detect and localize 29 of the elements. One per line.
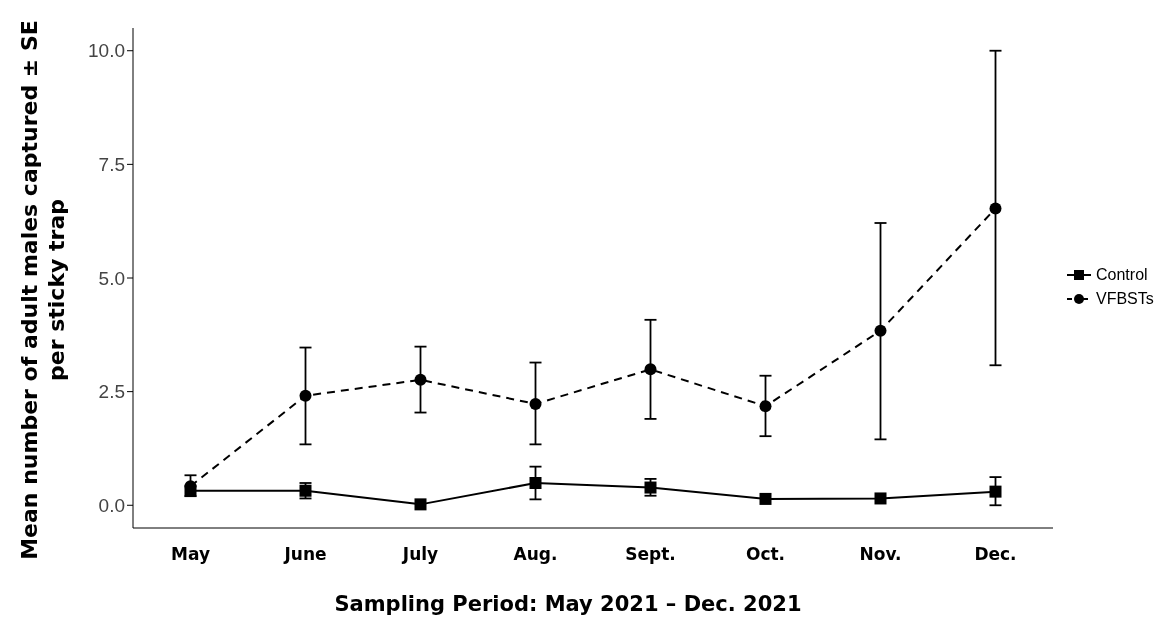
y-tick-label: 10.0 bbox=[88, 40, 125, 62]
point bbox=[529, 477, 542, 489]
x-tick-label: June bbox=[283, 544, 327, 565]
y-tick-label: 7.5 bbox=[98, 154, 125, 176]
y-tick-label: 5.0 bbox=[98, 267, 125, 289]
x-tick-label: Dec. bbox=[974, 544, 1017, 565]
point bbox=[989, 202, 1002, 215]
legend-label: Control bbox=[1096, 266, 1148, 284]
point bbox=[874, 324, 887, 337]
y-tick-label: 0.0 bbox=[98, 495, 125, 517]
legend-label: VFBSTs bbox=[1096, 290, 1154, 308]
y-tick-label: 2.5 bbox=[98, 381, 125, 403]
x-tick-label: May bbox=[171, 544, 210, 565]
point bbox=[759, 492, 772, 505]
point bbox=[529, 397, 542, 410]
x-tick-label: Oct. bbox=[745, 544, 786, 565]
point bbox=[759, 400, 772, 413]
point bbox=[874, 492, 887, 505]
point bbox=[989, 485, 1002, 498]
point bbox=[414, 373, 427, 386]
point bbox=[299, 389, 312, 402]
point bbox=[644, 363, 657, 376]
x-tick-label: Aug. bbox=[513, 544, 558, 565]
x-tick-label: Nov. bbox=[859, 544, 902, 565]
point bbox=[414, 498, 427, 511]
x-tick-label: Sept. bbox=[625, 544, 676, 565]
y-axis-title: Mean number of adult males captured ± SE per sticky trap bbox=[16, 19, 70, 562]
x-axis-title: Sampling Period: May 2021 – Dec. 2021 bbox=[333, 592, 803, 616]
x-tick-label: July bbox=[401, 544, 439, 565]
